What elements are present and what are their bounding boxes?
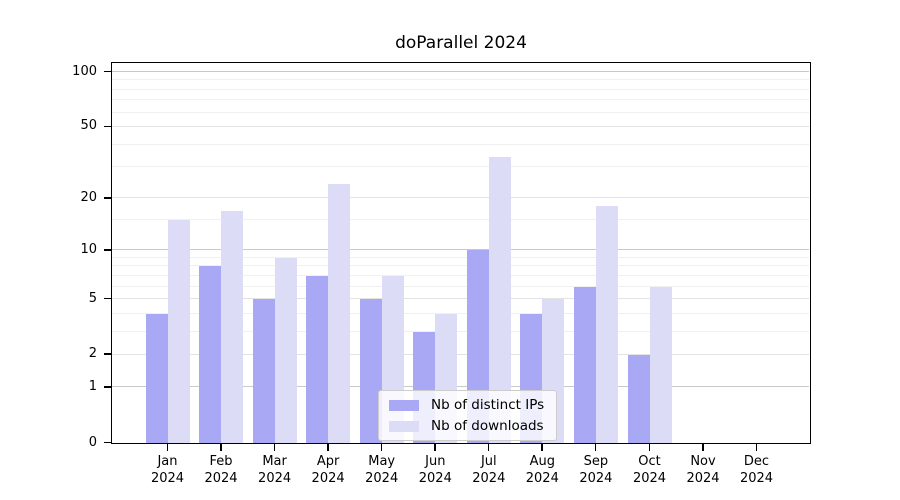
y-tick-label-20: 20 <box>80 189 97 205</box>
legend-label-downloads: Nb of downloads <box>431 418 544 434</box>
bar-downloads-mar <box>274 257 297 443</box>
gridline-100 <box>112 71 809 72</box>
y-tick-mark-10 <box>104 249 111 251</box>
bar-distinct-ips-mar <box>252 299 275 443</box>
legend-swatch-distinct-ips <box>389 399 419 411</box>
y-tick-label-2: 2 <box>88 346 97 362</box>
x-tick-label-sep: Sep 2024 <box>579 454 613 486</box>
y-tick-mark-100 <box>104 70 111 73</box>
y-tick-mark-50 <box>104 125 111 128</box>
bar-distinct-ips-jan <box>145 313 168 443</box>
x-axis: Jan 2024 Feb 2024 Mar 2024 Apr 2024 May 2024… <box>111 444 811 500</box>
plot-area: Nb of distinct IPs Nb of downloads <box>111 62 811 444</box>
bar-distinct-ips-feb <box>199 266 221 443</box>
gridline-2 <box>112 353 809 355</box>
legend-swatch-downloads <box>389 420 419 432</box>
y-tick-mark-0 <box>104 441 111 444</box>
x-tick-label-feb: Feb 2024 <box>204 454 238 486</box>
x-tick-mark-apr <box>327 444 329 451</box>
legend: Nb of distinct IPs Nb of downloads <box>378 390 558 441</box>
gridline-50 <box>112 125 809 127</box>
y-tick-label-5: 5 <box>88 290 97 306</box>
x-tick-label-jun: Jun 2024 <box>418 454 452 486</box>
legend-item-distinct-ips: Nb of distinct IPs <box>389 397 544 413</box>
bar-distinct-ips-may <box>359 299 382 443</box>
bar-downloads-sep <box>595 206 618 443</box>
gridline-6 <box>112 285 809 287</box>
gridline-15 <box>112 219 809 221</box>
y-tick-label-100: 100 <box>72 63 97 79</box>
y-tick-label-1: 1 <box>88 378 97 394</box>
gridline-9 <box>112 256 809 258</box>
gridline-80 <box>112 88 809 90</box>
x-tick-label-nov: Nov 2024 <box>686 454 720 486</box>
gridline-40 <box>112 143 809 145</box>
legend-item-downloads: Nb of downloads <box>389 418 544 434</box>
x-tick-mark-dec <box>755 444 757 451</box>
y-axis: 0 1 2 5 10 20 50 100 <box>0 62 111 450</box>
gridline-8 <box>112 265 809 267</box>
y-tick-label-50: 50 <box>80 118 97 134</box>
gridline-20 <box>112 197 809 199</box>
gridline-5 <box>112 298 809 299</box>
x-tick-mark-mar <box>273 444 276 451</box>
y-tick-mark-5 <box>104 297 111 300</box>
x-tick-label-apr: Apr 2024 <box>311 454 345 486</box>
x-tick-mark-may <box>380 444 383 451</box>
y-tick-label-0: 0 <box>88 434 97 450</box>
x-tick-mark-aug <box>541 444 543 451</box>
y-tick-mark-2 <box>104 353 111 355</box>
chart-title: doParallel 2024 <box>395 33 527 53</box>
y-tick-label-10: 10 <box>80 241 97 257</box>
gridline-1 <box>112 386 809 388</box>
y-tick-mark-1 <box>104 386 111 388</box>
bar-distinct-ips-apr <box>306 275 329 443</box>
x-tick-mark-jun <box>434 444 436 451</box>
bar-downloads-jan <box>167 220 190 443</box>
gridline-70 <box>112 99 809 101</box>
x-tick-label-mar: Mar 2024 <box>258 454 292 486</box>
bar-distinct-ips-oct <box>627 354 650 443</box>
gridline-3 <box>112 330 809 332</box>
x-tick-mark-feb <box>220 444 222 451</box>
x-tick-label-may: May 2024 <box>365 454 399 486</box>
gridline-30 <box>112 165 809 167</box>
bar-downloads-feb <box>221 210 243 443</box>
x-tick-label-dec: Dec 2024 <box>739 454 774 486</box>
x-tick-mark-jul <box>487 444 490 451</box>
x-tick-mark-jan <box>166 444 168 451</box>
x-tick-mark-oct <box>648 444 650 451</box>
bar-downloads-apr <box>328 184 351 443</box>
x-tick-label-jan: Jan 2024 <box>150 454 185 486</box>
gridline-7 <box>112 274 809 276</box>
bar-downloads-oct <box>649 286 672 443</box>
x-tick-mark-sep <box>594 444 597 451</box>
x-tick-label-oct: Oct 2024 <box>632 454 667 486</box>
gridline-90 <box>112 79 809 81</box>
x-tick-mark-nov <box>702 444 704 451</box>
gridline-60 <box>112 111 809 113</box>
x-tick-label-jul: Jul 2024 <box>472 454 506 486</box>
x-tick-label-aug: Aug 2024 <box>525 454 559 486</box>
gridline-10 <box>112 249 809 251</box>
bar-distinct-ips-sep <box>573 286 596 443</box>
bar-downloads-jul <box>488 157 511 443</box>
gridline-4 <box>112 312 809 314</box>
legend-label-distinct-ips: Nb of distinct IPs <box>431 397 545 413</box>
y-tick-mark-20 <box>104 197 111 199</box>
